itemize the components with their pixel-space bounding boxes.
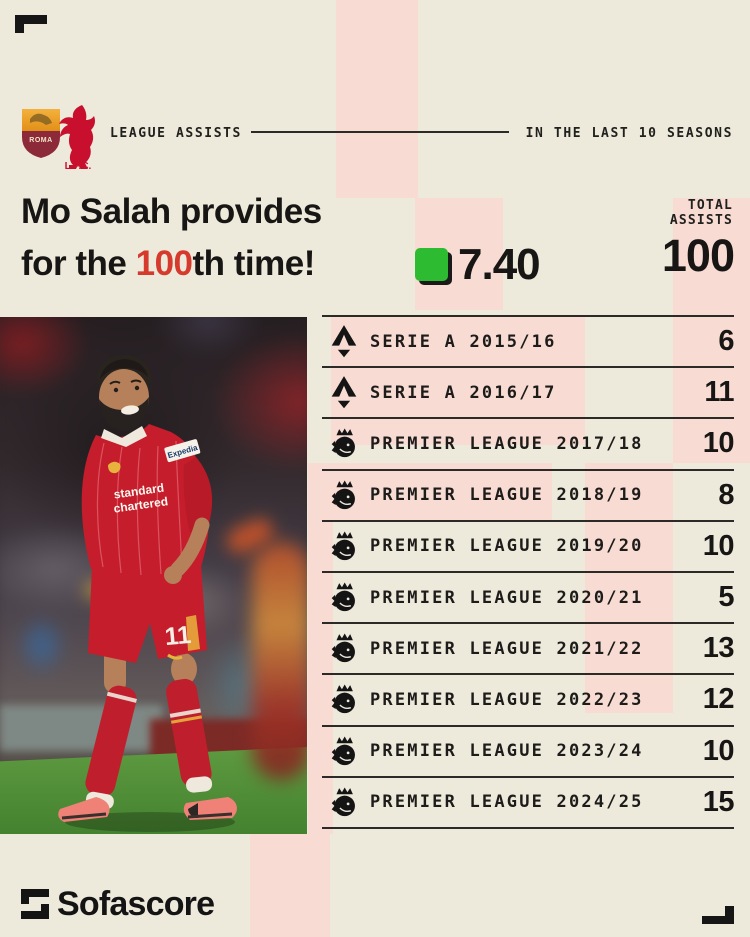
table-row: PREMIER LEAGUE 2020/21 5: [322, 570, 734, 622]
table-row: PREMIER LEAGUE 2023/24 10: [322, 724, 735, 776]
league-icon: [331, 581, 357, 614]
premier-league-icon: [331, 582, 355, 612]
serie-a-icon: [331, 376, 357, 409]
table-row: PREMIER LEAGUE 2021/22 13: [322, 622, 735, 673]
accent-block-rows: [331, 315, 585, 445]
league-icon: [331, 530, 357, 563]
header-right-label: IN THE LAST 10 SEASONS: [525, 126, 733, 141]
player-photo: 11 standard chartered: [0, 317, 307, 834]
accent-block-top: [336, 0, 418, 198]
liver-bird-crest: [108, 461, 121, 474]
player-left-leg: [58, 647, 137, 822]
premier-league-icon: [331, 787, 355, 816]
player-arm: [164, 457, 213, 584]
league-icon: [331, 786, 357, 819]
header-left-label: LEAGUE ASSISTS: [110, 126, 242, 141]
headline-highlight: 100: [135, 244, 193, 283]
season-label: SERIE A 2016/17: [370, 382, 557, 403]
premier-league-icon: [331, 531, 355, 561]
match-rating: 7.40: [415, 240, 541, 289]
headline-line2: for the 100th time!: [21, 244, 315, 283]
player-torso: standard chartered Expedia: [81, 424, 210, 577]
headline: Mo Salah provides for the 100th time!: [21, 186, 322, 290]
sofascore-logo-icon: [20, 886, 50, 927]
league-icon: [331, 735, 357, 768]
league-icon: [331, 427, 357, 460]
table-row: PREMIER LEAGUE 2018/19 8: [322, 468, 734, 520]
hoarding-left: [0, 705, 162, 751]
blurred-background-player: [252, 542, 307, 780]
league-icon: [331, 325, 357, 358]
table-row: PREMIER LEAGUE 2024/25 15: [322, 775, 735, 827]
assists-count: 13: [702, 632, 735, 665]
accent-block-mid: [585, 463, 673, 713]
player-right-leg: [166, 653, 237, 820]
lfc-caption: L.F.C.: [65, 161, 92, 171]
table-row: SERIE A 2016/17 11: [322, 366, 734, 417]
season-label: PREMIER LEAGUE 2017/18: [370, 433, 644, 454]
assists-count: 8: [718, 478, 734, 511]
assists-count: 10: [702, 427, 735, 460]
season-label: PREMIER LEAGUE 2024/25: [370, 792, 644, 813]
season-label: PREMIER LEAGUE 2023/24: [370, 741, 644, 762]
club-badges: ROMA L.F.C.: [20, 101, 96, 172]
league-icon: [331, 376, 357, 409]
premier-league-icon: [331, 480, 355, 509]
total-assists-label: TOTAL ASSISTS: [669, 198, 733, 228]
league-icon: [331, 632, 357, 665]
league-icon: [331, 683, 357, 716]
assists-count: 12: [702, 683, 735, 716]
roma-crest-text: ROMA: [29, 137, 52, 144]
league-icon: [331, 479, 357, 512]
premier-league-icon: [331, 428, 355, 458]
season-label: PREMIER LEAGUE 2019/20: [370, 536, 644, 557]
rating-square-icon: [415, 248, 448, 281]
serie-a-icon: [331, 325, 357, 358]
assists-count: 5: [718, 581, 734, 614]
season-label: PREMIER LEAGUE 2018/19: [370, 485, 644, 506]
assists-count: 10: [702, 734, 735, 767]
player-shorts: 11: [88, 565, 207, 663]
sponsor-text-1: standard: [113, 481, 165, 502]
assists-count: 11: [704, 376, 734, 409]
table-row: PREMIER LEAGUE 2017/18 10: [322, 417, 735, 468]
assists-table: SERIE A 2015/16 6: [322, 315, 735, 829]
table-row: PREMIER LEAGUE 2019/20 10: [322, 519, 735, 571]
liverpool-crest-icon: L.F.C.: [59, 105, 95, 172]
table-row: SERIE A 2015/16 6: [322, 315, 734, 366]
premier-league-icon: [331, 684, 355, 714]
assists-count: 10: [702, 529, 735, 562]
header-divider-line: [251, 131, 509, 133]
assists-count: 15: [702, 785, 735, 818]
total-assists-value: 100: [661, 230, 735, 281]
accent-block-bottom: [250, 834, 330, 937]
headline-line1: Mo Salah provides: [21, 192, 322, 231]
corner-mark-bottom-right: [702, 904, 734, 924]
assists-count: 6: [718, 325, 734, 358]
season-label: PREMIER LEAGUE 2022/23: [370, 689, 644, 710]
player-figure: 11 standard chartered: [58, 355, 237, 832]
sleeve-sponsor-patch: Expedia: [164, 439, 201, 463]
premier-league-icon: [331, 633, 355, 663]
player-head: [97, 355, 151, 447]
season-label: PREMIER LEAGUE 2021/22: [370, 638, 644, 659]
season-label: SERIE A 2015/16: [370, 331, 557, 352]
rating-value: 7.40: [458, 240, 541, 289]
shirt-number: 11: [164, 621, 193, 651]
corner-mark-top-left: [15, 15, 47, 33]
premier-league-icon: [331, 736, 355, 765]
table-row: PREMIER LEAGUE 2022/23 12: [322, 673, 735, 724]
sofascore-wordmark: Sofascore: [57, 885, 215, 923]
as-roma-crest-icon: ROMA: [22, 109, 60, 158]
season-label: PREMIER LEAGUE 2020/21: [370, 587, 644, 608]
